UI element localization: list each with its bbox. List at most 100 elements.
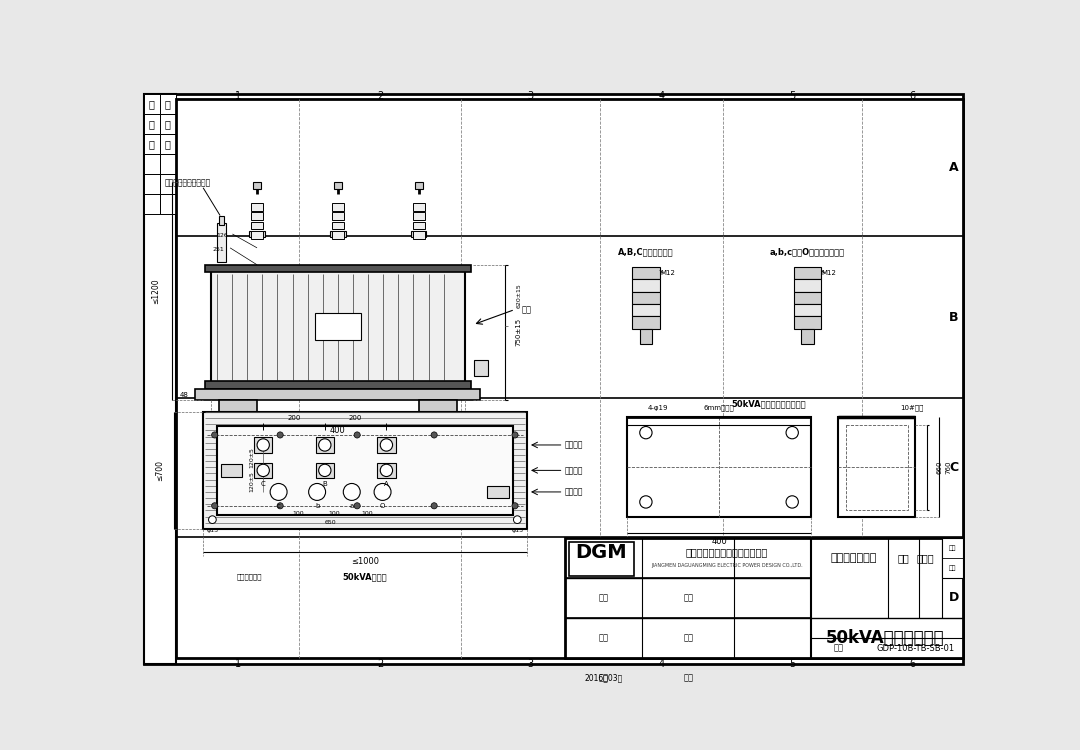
Text: 水银温度计座: 水银温度计座 bbox=[237, 573, 262, 580]
Text: 校核: 校核 bbox=[684, 594, 693, 603]
Bar bbox=[160, 154, 176, 174]
Text: c: c bbox=[276, 503, 281, 509]
Bar bbox=[219, 215, 224, 225]
Bar bbox=[144, 94, 176, 664]
Circle shape bbox=[639, 427, 652, 439]
Bar bbox=[565, 538, 963, 658]
Text: 2: 2 bbox=[377, 92, 383, 101]
Text: ≤1000: ≤1000 bbox=[351, 556, 379, 566]
Text: 审核: 审核 bbox=[598, 634, 608, 643]
Text: C: C bbox=[261, 482, 266, 488]
Bar bbox=[474, 359, 488, 376]
Text: 126: 126 bbox=[216, 233, 228, 238]
Text: 阶段: 阶段 bbox=[948, 566, 956, 571]
Circle shape bbox=[278, 432, 283, 438]
Text: O: O bbox=[380, 503, 386, 509]
Text: 4: 4 bbox=[658, 92, 664, 101]
Circle shape bbox=[513, 516, 522, 524]
Bar bbox=[144, 114, 160, 134]
Bar bbox=[217, 224, 226, 262]
Text: 760: 760 bbox=[945, 460, 951, 474]
Text: A: A bbox=[949, 161, 959, 174]
Text: ≤1200: ≤1200 bbox=[151, 278, 160, 304]
Circle shape bbox=[354, 432, 361, 438]
Text: A: A bbox=[384, 482, 389, 488]
Bar bbox=[314, 313, 361, 340]
Bar bbox=[144, 154, 160, 174]
Bar bbox=[195, 388, 481, 400]
Bar bbox=[160, 174, 176, 194]
Bar bbox=[144, 134, 160, 154]
Circle shape bbox=[380, 464, 392, 476]
Text: B: B bbox=[323, 482, 327, 488]
Text: 10#槽钢: 10#槽钢 bbox=[900, 405, 923, 411]
Text: 4: 4 bbox=[658, 658, 664, 669]
Text: ≤700: ≤700 bbox=[156, 460, 164, 481]
Bar bbox=[794, 280, 822, 292]
Text: 版次: 版次 bbox=[684, 674, 693, 682]
Bar bbox=[632, 316, 660, 328]
Circle shape bbox=[270, 484, 287, 500]
Bar bbox=[160, 114, 176, 134]
Text: 6: 6 bbox=[909, 658, 916, 669]
Text: b: b bbox=[315, 503, 320, 509]
Text: 2016年03月: 2016年03月 bbox=[584, 674, 623, 682]
Text: 200: 200 bbox=[349, 415, 362, 421]
Text: DGM: DGM bbox=[576, 543, 627, 562]
Text: 工程: 工程 bbox=[897, 554, 909, 563]
Text: 100: 100 bbox=[328, 511, 340, 516]
Circle shape bbox=[343, 484, 361, 500]
Bar bbox=[249, 231, 265, 237]
Bar bbox=[794, 292, 822, 304]
Text: 批准: 批准 bbox=[598, 594, 608, 603]
Text: 日期: 日期 bbox=[598, 674, 608, 682]
Text: 50kVA变压器: 50kVA变压器 bbox=[342, 572, 387, 581]
Bar bbox=[413, 203, 424, 211]
Text: 高压套管: 高压套管 bbox=[565, 440, 583, 449]
Bar bbox=[632, 267, 660, 280]
Bar bbox=[160, 94, 176, 114]
Text: φ13: φ13 bbox=[206, 528, 218, 533]
Text: 620±15: 620±15 bbox=[516, 284, 522, 308]
Bar bbox=[639, 328, 652, 344]
Bar bbox=[144, 94, 160, 114]
Text: 750±15: 750±15 bbox=[516, 318, 522, 346]
Circle shape bbox=[512, 503, 518, 509]
Text: 48: 48 bbox=[179, 392, 188, 398]
Bar bbox=[411, 231, 427, 237]
Text: 概: 概 bbox=[149, 99, 154, 109]
Text: 400: 400 bbox=[711, 538, 727, 547]
Bar bbox=[413, 222, 424, 230]
Bar bbox=[211, 271, 465, 382]
Circle shape bbox=[212, 503, 218, 509]
Text: 50kVA变压器底座安装尺寸: 50kVA变压器底座安装尺寸 bbox=[732, 400, 807, 409]
Bar bbox=[217, 426, 513, 515]
Bar bbox=[251, 203, 264, 211]
Text: 4-φ19: 4-φ19 bbox=[647, 405, 667, 411]
Bar bbox=[253, 182, 261, 188]
Bar bbox=[218, 400, 257, 412]
Bar bbox=[794, 267, 822, 280]
Text: 1: 1 bbox=[234, 92, 241, 101]
Bar bbox=[254, 437, 272, 453]
Bar bbox=[205, 265, 471, 272]
Circle shape bbox=[257, 464, 269, 476]
Bar bbox=[315, 437, 334, 453]
Bar bbox=[487, 486, 509, 498]
Text: φ13: φ13 bbox=[511, 528, 524, 533]
Bar bbox=[203, 412, 527, 529]
Bar bbox=[943, 538, 963, 578]
Bar bbox=[413, 231, 424, 238]
Text: 50kVA变压器外形图: 50kVA变压器外形图 bbox=[825, 629, 944, 647]
Text: 100: 100 bbox=[292, 511, 303, 516]
Text: M12: M12 bbox=[822, 270, 837, 276]
Bar bbox=[838, 417, 916, 518]
Bar bbox=[251, 212, 264, 220]
Bar bbox=[632, 304, 660, 316]
Bar bbox=[632, 280, 660, 292]
Circle shape bbox=[512, 432, 518, 438]
Text: 设计: 设计 bbox=[948, 545, 956, 551]
Text: JIANGMEN DAGUANGMING ELECTRIC POWER DESIGN CO.,LTD.: JIANGMEN DAGUANGMING ELECTRIC POWER DESI… bbox=[651, 563, 802, 568]
Bar bbox=[330, 231, 346, 237]
Text: 设计: 设计 bbox=[684, 634, 693, 643]
